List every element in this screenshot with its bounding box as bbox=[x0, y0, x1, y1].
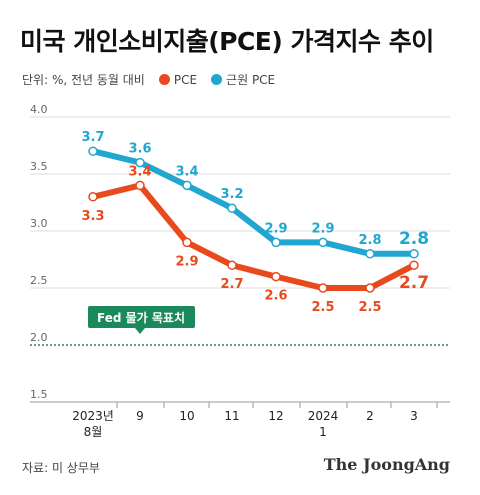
pce-data-point bbox=[409, 260, 419, 270]
y-tick-label: 1.5 bbox=[30, 388, 48, 401]
core-data-point bbox=[88, 146, 98, 156]
x-tick-label: 2 bbox=[366, 409, 374, 423]
unit-note: 단위: %, 전년 동월 대비 bbox=[22, 73, 145, 87]
x-tick-label: 8월 bbox=[84, 425, 103, 439]
pce-data-label: 2.6 bbox=[264, 289, 287, 304]
pce-data-point bbox=[182, 237, 192, 248]
x-tick-label: 12 bbox=[268, 409, 283, 423]
pce-data-label: 3.3 bbox=[81, 209, 104, 224]
x-tick-label: 11 bbox=[224, 409, 239, 423]
pce-data-point bbox=[365, 283, 375, 293]
x-tick-label: 3 bbox=[410, 409, 418, 423]
pce-data-point bbox=[271, 271, 281, 282]
x-tick-label: 10 bbox=[179, 409, 194, 423]
fed-target-badge-pointer bbox=[135, 328, 145, 334]
pce-data-point bbox=[227, 260, 237, 270]
core-data-point bbox=[409, 249, 419, 259]
legend-pce-label: PCE bbox=[173, 72, 198, 87]
legend-core-marker bbox=[211, 74, 223, 85]
core-data-label: 3.6 bbox=[128, 142, 151, 157]
y-tick-label: 3.5 bbox=[30, 160, 48, 173]
brand-logo: The JoongAng bbox=[323, 455, 450, 474]
pce-data-label: 2.7 bbox=[220, 277, 243, 292]
pce-data-label: 2.9 bbox=[175, 254, 198, 269]
pce-data-label: 2.7 bbox=[399, 273, 429, 293]
core-data-label: 2.9 bbox=[311, 221, 334, 236]
core-series-line bbox=[92, 148, 414, 257]
core-data-label: 3.2 bbox=[220, 187, 243, 202]
y-tick-label: 2.5 bbox=[30, 274, 48, 287]
legend-core-label: 근원 PCE bbox=[226, 73, 276, 87]
chart-title: 미국 개인소비지출(PCE) 가격지수 추이 bbox=[20, 27, 434, 56]
core-data-label: 2.8 bbox=[399, 229, 429, 249]
core-data-point bbox=[365, 249, 375, 259]
core-data-point bbox=[182, 180, 192, 191]
core-data-label: 2.8 bbox=[358, 233, 381, 248]
y-tick-label: 4.0 bbox=[30, 103, 48, 116]
y-tick-label: 3.0 bbox=[30, 217, 48, 230]
pce-data-point bbox=[88, 192, 98, 202]
fed-target-badge bbox=[88, 306, 195, 328]
core-data-point bbox=[271, 237, 281, 248]
x-tick-label: 2023년 bbox=[72, 409, 114, 423]
core-data-point bbox=[135, 157, 145, 168]
source-note: 자료: 미 상무부 bbox=[22, 461, 100, 475]
pce-data-label: 2.5 bbox=[311, 300, 334, 315]
pce-series-line bbox=[92, 182, 416, 291]
pce-data-point bbox=[318, 283, 328, 293]
x-tick-label: 2024 bbox=[308, 409, 339, 423]
core-data-label: 3.7 bbox=[81, 130, 104, 145]
y-tick-label: 2.0 bbox=[30, 331, 48, 344]
x-tick-label: 9 bbox=[136, 409, 144, 423]
legend-pce-marker bbox=[158, 74, 170, 85]
core-data-label: 2.9 bbox=[264, 221, 287, 236]
fed-target-label: Fed 물가 목표치 bbox=[97, 310, 185, 325]
pce-data-label: 2.5 bbox=[358, 300, 381, 315]
core-data-label: 3.4 bbox=[175, 164, 198, 179]
x-tick-label: 1 bbox=[319, 425, 327, 439]
core-data-point bbox=[227, 203, 237, 213]
core-data-point bbox=[318, 237, 328, 248]
legend: 단위: %, 전년 동월 대비 PCE 근원 PCE bbox=[22, 71, 275, 88]
pce-data-point bbox=[135, 180, 145, 191]
pce-data-label: 3.4 bbox=[128, 164, 151, 179]
